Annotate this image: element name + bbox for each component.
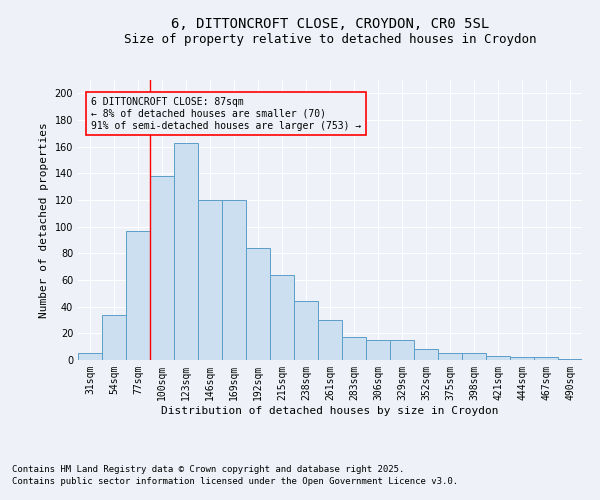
Bar [510, 358, 534, 360]
Text: Contains public sector information licensed under the Open Government Licence v3: Contains public sector information licen… [12, 477, 458, 486]
Bar [438, 354, 462, 360]
Bar [198, 200, 222, 360]
Text: Contains HM Land Registry data © Crown copyright and database right 2025.: Contains HM Land Registry data © Crown c… [12, 466, 404, 474]
Bar [246, 248, 270, 360]
Bar [486, 356, 510, 360]
Bar [558, 358, 582, 360]
Bar [414, 350, 438, 360]
Text: 6, DITTONCROFT CLOSE, CROYDON, CR0 5SL: 6, DITTONCROFT CLOSE, CROYDON, CR0 5SL [171, 18, 489, 32]
Bar [390, 340, 414, 360]
Bar [222, 200, 246, 360]
X-axis label: Distribution of detached houses by size in Croydon: Distribution of detached houses by size … [161, 406, 499, 415]
Bar [342, 338, 366, 360]
Bar [366, 340, 390, 360]
Bar [174, 142, 198, 360]
Text: Size of property relative to detached houses in Croydon: Size of property relative to detached ho… [124, 32, 536, 46]
Bar [126, 230, 150, 360]
Bar [294, 302, 318, 360]
Bar [150, 176, 174, 360]
Y-axis label: Number of detached properties: Number of detached properties [39, 122, 49, 318]
Bar [102, 314, 126, 360]
Bar [318, 320, 342, 360]
Bar [78, 354, 102, 360]
Bar [534, 358, 558, 360]
Bar [462, 354, 486, 360]
Bar [270, 274, 294, 360]
Text: 6 DITTONCROFT CLOSE: 87sqm
← 8% of detached houses are smaller (70)
91% of semi-: 6 DITTONCROFT CLOSE: 87sqm ← 8% of detac… [91, 98, 361, 130]
